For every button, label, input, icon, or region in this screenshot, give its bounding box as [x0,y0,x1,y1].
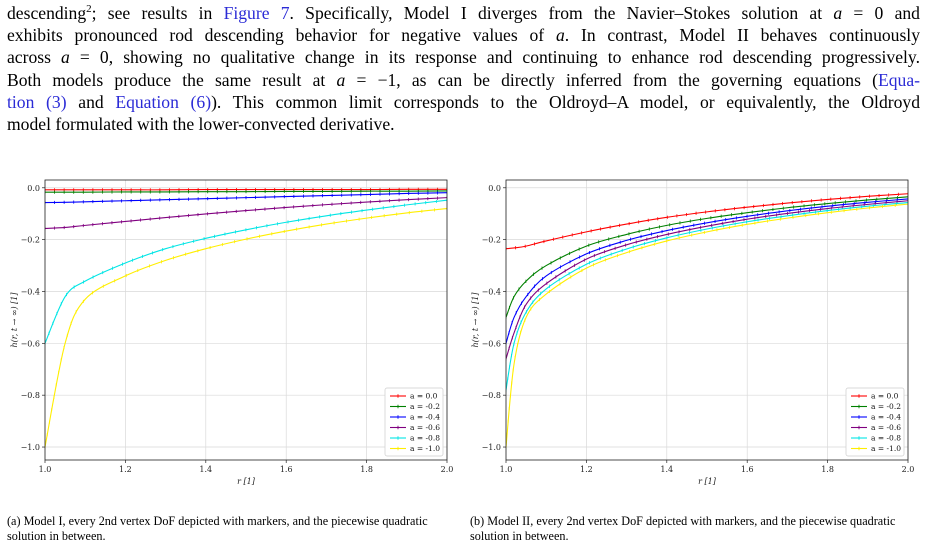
y-tick-label: −0.8 [21,391,40,400]
paragraph-line: Both models produce the same result at a… [7,69,920,91]
cross-reference-link[interactable]: Equation (6) [115,91,212,112]
figure-panel-a: 1.0 1.2 1.4 1.6 1.8 2.0 0.0 −0.2 −0.4 −0.6 −0.8 −1.… [3,172,463,502]
text-run: ). This common limit corresponds to the … [211,91,920,112]
series-group [45,187,447,449]
paragraph-line: descending2; see results in Figure 7. Sp… [7,2,920,24]
cross-reference-link[interactable]: Figure 7 [223,3,290,23]
paragraph-line: tion (3) and Equation (6)). This common … [7,91,920,113]
math-symbol: a [61,47,70,68]
math-symbol: a [555,25,565,46]
series-line [506,198,908,344]
y-tick-label: −1.0 [482,443,501,452]
legend-entry: a = 0.0 [410,392,438,401]
legend-entry: a = 0.0 [871,392,899,401]
text-run: exhibits pronounced rod descending behav… [7,25,556,46]
chart-model-1: 1.0 1.2 1.4 1.6 1.8 2.0 0.0 −0.2 −0.4 −0.6 −0.8 −1.… [10,179,454,486]
text-run: Both models produce the same result at [7,69,337,90]
figure-panel-b: 1.0 1.2 1.4 1.6 1.8 2.0 0.0 −0.2 −0.4 −0.6 −0.8 −1.… [464,172,924,502]
text-run: descending [7,3,87,23]
x-tick-label: 1.8 [360,465,373,474]
legend-entry: a = -0.2 [871,402,901,411]
chart-model-2: 1.0 1.2 1.4 1.6 1.8 2.0 0.0 −0.2 −0.4 −0.6 −0.8 −1.… [471,179,915,486]
caption-a: (a) Model I, every 2nd vertex DoF depict… [7,514,428,543]
x-tick-label: 1.2 [580,465,593,474]
x-axis-label: r [1] [237,477,256,486]
x-tick-label: 1.4 [199,465,212,474]
legend-entry: a = -0.4 [410,413,440,422]
x-tick-label: 1.8 [821,465,834,474]
paragraph-line: model formulated with the lower-convecte… [7,113,920,135]
series-line [45,190,447,193]
series-line [45,192,447,204]
x-tick-label: 2.0 [441,465,454,474]
x-tick-label: 1.0 [39,465,52,474]
series-line [506,193,908,250]
y-axis-label: h(r, t → ∞) [1] [471,292,480,348]
legend: a = 0.0a = -0.2 a = -0.4a = -0.6 a = -0.8a… [845,387,905,457]
y-tick-label: −0.6 [21,339,40,348]
footnote-marker[interactable]: 2 [86,3,92,16]
y-tick-label: −0.4 [21,287,40,296]
paragraph-line: across a = 0, showing no qualitative cha… [7,46,920,68]
plot-frame [44,179,448,461]
legend-entry: a = -1.0 [871,444,901,453]
plot-frame [505,179,909,461]
legend-entry: a = -0.8 [410,434,440,443]
text-run: and [66,91,116,112]
series-line [45,188,447,191]
y-tick-label: −0.6 [482,339,501,348]
text-run: = 0, showing no qualitative change in it… [69,47,920,68]
caption-b: (b) Model II, every 2nd vertex DoF depic… [470,514,896,543]
text-run: = −1, as can be directly inferred from t… [345,69,878,90]
y-tick-label: −0.4 [482,287,501,296]
legend-entry: a = -1.0 [410,444,440,453]
plot-area [45,180,447,460]
series-line [45,199,447,344]
legend-entry: a = -0.8 [871,434,901,443]
series-group [506,192,908,449]
x-tick-label: 1.0 [500,465,513,474]
body-paragraph: descending2; see results in Figure 7. Sp… [7,2,920,135]
legend-entry: a = -0.2 [410,402,440,411]
cross-reference-link[interactable]: Equa- [878,69,921,90]
x-tick-label: 2.0 [902,465,915,474]
text-run: across [7,47,62,68]
x-axis-label: r [1] [698,477,717,486]
legend-entry: a = -0.6 [871,423,901,432]
legend: a = 0.0a = -0.2 a = -0.4a = -0.6 a = -0.8a… [384,387,444,457]
text-run: ; see results in [91,3,224,23]
y-axis-label: h(r, t → ∞) [1] [10,292,19,348]
y-tick-label: 0.0 [488,184,501,193]
x-tick-label: 1.2 [119,465,132,474]
y-tick-label: 0.0 [27,184,40,193]
legend-box [845,387,905,457]
x-tick-label: 1.6 [280,465,293,474]
legend-entry: a = -0.6 [410,423,440,432]
math-symbol: a [336,69,346,90]
y-tick-label: −0.2 [21,236,40,245]
text-run: . Specifically, Model I diverges from th… [289,3,834,23]
y-tick-label: −0.2 [482,236,501,245]
text-run: . In contrast, Model II behaves continuo… [564,25,920,46]
text-run: = 0 and [842,3,920,23]
paragraph-line: exhibits pronounced rod descending behav… [7,24,920,46]
text-run: model formulated with the lower-convecte… [7,114,395,135]
x-tick-label: 1.4 [660,465,673,474]
cross-reference-link[interactable]: tion (3) [7,91,67,112]
legend-box [384,387,444,457]
y-tick-label: −0.8 [482,391,501,400]
series-line [506,200,908,360]
legend-entry: a = -0.4 [871,413,901,422]
x-tick-label: 1.6 [741,465,754,474]
math-symbol: a [833,3,843,23]
y-tick-label: −1.0 [21,443,40,452]
